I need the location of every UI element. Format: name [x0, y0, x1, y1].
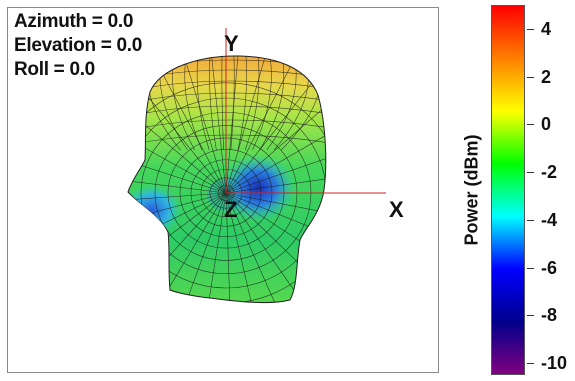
colorbar: [491, 5, 525, 375]
colorbar-tick-label: -8: [541, 305, 558, 326]
colorbar-tick-label: -2: [541, 162, 558, 183]
view-angles-panel: Azimuth = 0.0 Elevation = 0.0 Roll = 0.0: [14, 10, 142, 82]
colorbar-tick: [527, 315, 534, 317]
colorbar-tick: [527, 219, 534, 221]
roll-readout: Roll = 0.0: [14, 59, 95, 80]
x-axis-label: X: [389, 197, 404, 222]
elevation-readout: Elevation = 0.0: [14, 35, 143, 56]
colorbar-tick: [527, 124, 534, 126]
colorbar-title: Power (dBm): [461, 134, 482, 246]
azimuth-readout: Azimuth = 0.0: [14, 11, 134, 32]
colorbar-tick-label: 2: [541, 66, 552, 87]
colorbar-tick: [527, 363, 534, 365]
colorbar-tick: [527, 267, 534, 269]
colorbar-tick-label: 4: [541, 18, 552, 39]
z-axis-label: Z: [224, 197, 238, 222]
colorbar-tick-label: 0: [541, 114, 552, 135]
colorbar-tick: [527, 28, 534, 30]
y-axis-label: Y: [224, 31, 239, 56]
colorbar-tick-label: -6: [541, 257, 558, 278]
coordinate-axes: [225, 28, 386, 194]
colorbar-tick-label: -4: [541, 209, 558, 230]
colorbar-tick: [527, 172, 534, 174]
colorbar-tick-label: -10: [541, 353, 568, 374]
colorbar-tick: [527, 76, 534, 78]
